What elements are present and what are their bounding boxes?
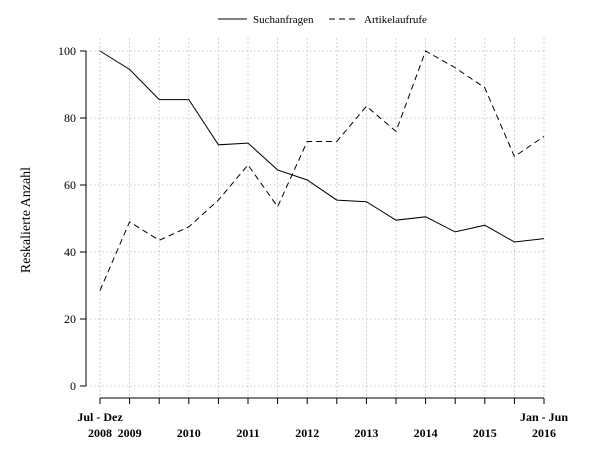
axes: 0 20 40 60 80 100 Jul - Dez 2008 2009 2010 2011 201…: [58, 44, 568, 440]
x-tick-label: 2014: [414, 426, 438, 440]
y-tick-label: 80: [64, 111, 76, 125]
y-tick-label: 40: [64, 245, 76, 259]
x-tick-label: 2010: [177, 426, 201, 440]
y-tick-label: 20: [64, 312, 76, 326]
y-tick-label: 60: [64, 178, 76, 192]
x-tick-label: 2011: [236, 426, 259, 440]
x-tick-label: 2012: [295, 426, 319, 440]
series-line-suchanfragen: [99, 50, 545, 243]
gridlines: [86, 38, 545, 398]
series-line-artikelaufrufe: [99, 50, 545, 291]
x-tick-label: 2008: [88, 426, 112, 440]
legend-label: Suchanfragen: [253, 14, 314, 26]
x-tick-label: Jul - Dez: [77, 410, 123, 424]
x-tick-label: 2009: [118, 426, 142, 440]
x-tick-label: Jan - Jun: [520, 410, 568, 424]
legend-label: Artikelaufrufe: [364, 14, 427, 26]
x-tick-label: 2015: [473, 426, 497, 440]
y-tick-label: 100: [58, 44, 76, 58]
y-tick-label: 0: [70, 379, 76, 393]
x-tick-label: 2013: [354, 426, 378, 440]
legend: Suchanfragen Artikelaufrufe: [218, 14, 427, 26]
x-tick-label: 2016: [532, 426, 556, 440]
y-axis-title: Reskalierte Anzahl: [19, 167, 34, 273]
series-lines: [99, 50, 545, 291]
